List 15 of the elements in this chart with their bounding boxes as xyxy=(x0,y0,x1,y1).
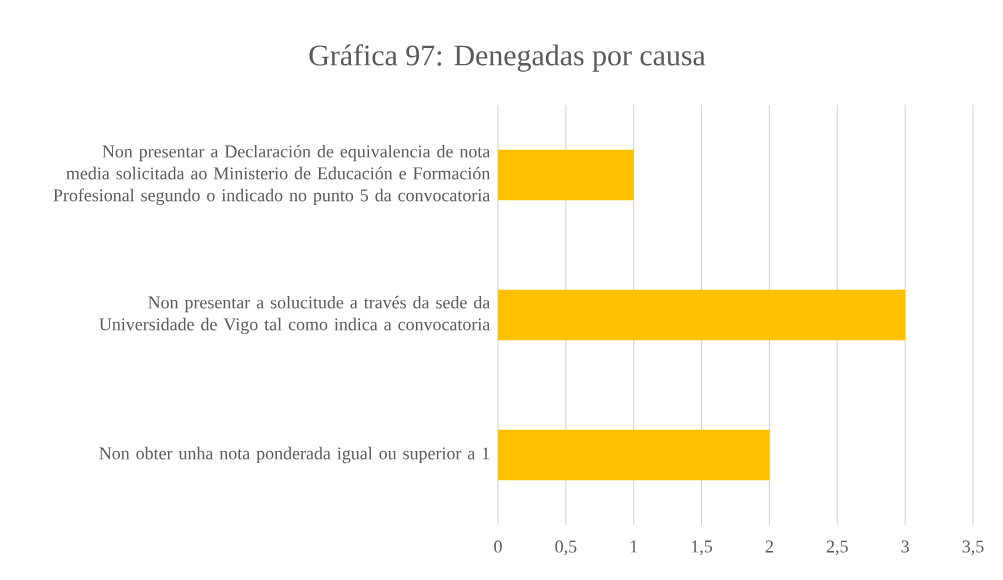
x-tick-label: 3,5 xyxy=(962,540,984,556)
chart-title: Gráfica 97: Denegadas por causa xyxy=(309,44,706,72)
x-tick-label: 3 xyxy=(901,540,909,553)
y-tick-label: Non presentar a Declaración de equivalencia de nota media solicitada ao Ministerio de Educación e Formación Profesional segundo o indicado no punto 5 da convocatoria xyxy=(53,144,491,206)
y-tick-label: Non presentar a solucitude a través da sede da Universidade de Vigo tal como indica a convocatoria xyxy=(99,295,491,335)
x-tick-label: 0 xyxy=(494,540,502,553)
x-tick-label: 1,5 xyxy=(691,540,713,556)
bar xyxy=(498,289,906,341)
y-tick-label: Non obter unha nota ponderada igual ou superior a 1 xyxy=(99,446,490,464)
x-tick-label: 2 xyxy=(765,540,773,553)
bar xyxy=(498,429,770,481)
x-tick-label: 1 xyxy=(630,540,638,553)
x-tick-label: 0,5 xyxy=(555,540,577,556)
x-tick-label: 2,5 xyxy=(826,540,848,556)
bar xyxy=(498,149,634,201)
